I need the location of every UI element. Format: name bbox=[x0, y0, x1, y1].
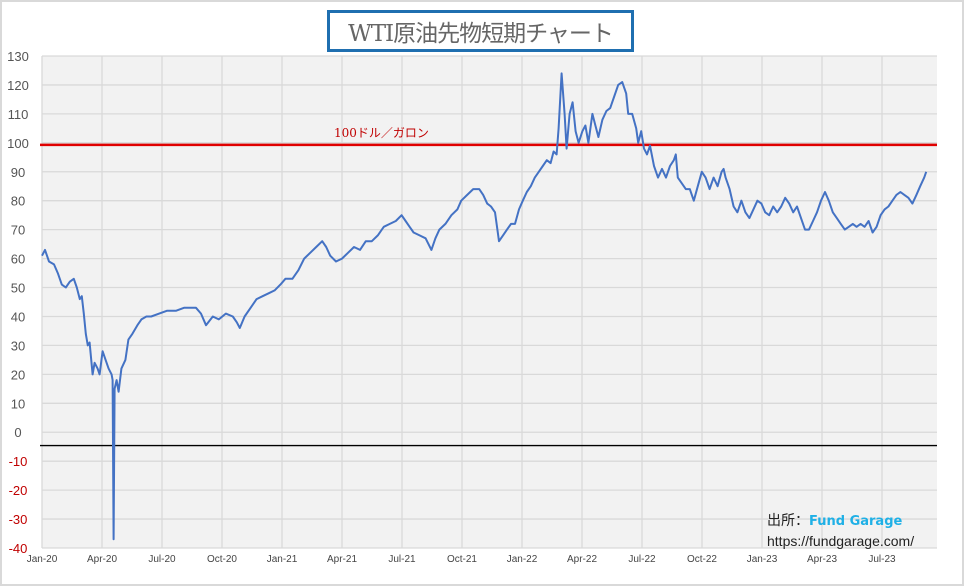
series-line-wti bbox=[41, 72, 928, 541]
x-tick-label: Apr-23 bbox=[807, 554, 837, 565]
chart-title-box: WTI原油先物短期チャート bbox=[327, 10, 634, 52]
y-tick-label: 120 bbox=[7, 78, 29, 93]
plot-area bbox=[42, 56, 937, 548]
y-tick-label: 110 bbox=[8, 107, 29, 122]
y-tick-label: -20 bbox=[9, 483, 28, 498]
y-tick-label: 50 bbox=[11, 281, 25, 296]
y-tick-label: 30 bbox=[11, 338, 25, 353]
y-tick-label: 10 bbox=[11, 396, 25, 411]
x-tick-label: Apr-20 bbox=[87, 554, 117, 565]
y-tick-label: 100 bbox=[7, 136, 29, 151]
x-tick-label: Apr-22 bbox=[567, 554, 597, 565]
y-tick-label: 20 bbox=[11, 367, 25, 382]
source-prefix: 出所： bbox=[767, 512, 809, 528]
chart-title: WTI原油先物短期チャート bbox=[348, 21, 614, 47]
x-tick-label: Jan-22 bbox=[507, 554, 538, 565]
y-tick-label: -40 bbox=[9, 541, 28, 556]
x-tick-label: Apr-21 bbox=[327, 554, 357, 565]
y-tick-label: 0 bbox=[14, 425, 21, 440]
reference-line-label: 100ドル／ガロン bbox=[334, 126, 429, 140]
y-tick-label: 70 bbox=[11, 223, 25, 238]
y-tick-label: 90 bbox=[11, 165, 25, 180]
y-tick-label: 130 bbox=[7, 49, 29, 64]
source-url: https://fundgarage.com/ bbox=[767, 533, 915, 549]
source-label: 出所：Fund Garage bbox=[767, 510, 902, 530]
x-tick-label: Jan-20 bbox=[27, 554, 58, 565]
x-tick-label: Oct-22 bbox=[687, 554, 717, 565]
y-tick-label: -30 bbox=[9, 512, 28, 527]
x-tick-label: Jul-21 bbox=[388, 554, 416, 565]
x-tick-label: Oct-20 bbox=[207, 554, 237, 565]
y-tick-label: 40 bbox=[11, 309, 25, 324]
x-tick-label: Oct-21 bbox=[447, 554, 477, 565]
x-tick-label: Jul-20 bbox=[148, 554, 176, 565]
y-tick-label: 80 bbox=[11, 194, 25, 209]
x-tick-label: Jan-21 bbox=[267, 554, 298, 565]
y-tick-label: 60 bbox=[11, 252, 25, 267]
y-tick-label: -10 bbox=[9, 454, 28, 469]
x-tick-label: Jul-23 bbox=[868, 554, 896, 565]
source-brand: Fund Garage bbox=[809, 514, 903, 529]
x-tick-label: Jul-22 bbox=[628, 554, 656, 565]
x-tick-label: Jan-23 bbox=[747, 554, 778, 565]
